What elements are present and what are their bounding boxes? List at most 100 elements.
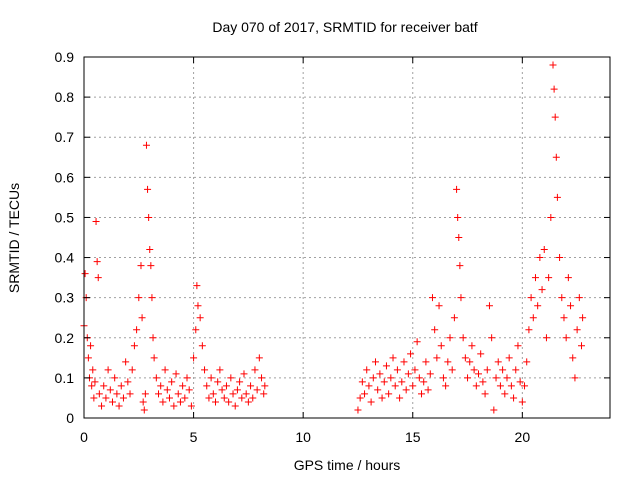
data-point [88,382,96,390]
data-point [553,193,561,201]
y-tick-label: 0 [66,410,74,426]
data-point [260,390,268,398]
data-point [499,366,507,374]
y-tick-label: 0.8 [55,89,75,105]
data-point [380,378,388,386]
data-point [365,382,373,390]
data-point [190,354,198,362]
data-point [510,394,518,402]
data-point [367,398,375,406]
data-point [203,382,211,390]
data-point [148,294,156,302]
data-point [84,354,92,362]
data-point [547,213,555,221]
data-point [485,302,493,310]
data-point [258,374,266,382]
data-point [81,270,89,278]
y-tick-label: 0.7 [55,129,75,145]
data-point [236,378,244,386]
data-point [385,390,393,398]
data-point [126,390,134,398]
data-point [251,366,259,374]
data-point [531,274,539,282]
data-point [444,358,452,366]
data-point [477,350,485,358]
data-point [128,366,136,374]
data-point [111,374,119,382]
data-point [512,366,520,374]
data-point [93,258,101,266]
x-tick-label: 15 [405,429,421,445]
data-point [407,350,415,358]
data-point [174,390,182,398]
data-point [550,85,558,93]
y-axis-label: SRMTID / TECUs [6,183,22,293]
data-point [435,302,443,310]
data-point [119,394,127,402]
data-point [147,262,155,270]
data-point [521,382,529,390]
data-point [551,113,559,121]
data-point [545,274,553,282]
data-point [466,358,474,366]
data-point [523,358,531,366]
x-axis-label: GPS time / hours [294,457,401,473]
data-point [552,153,560,161]
data-point [168,378,176,386]
data-point [382,362,390,370]
data-point [225,398,233,406]
data-point [378,394,386,402]
data-point [369,374,377,382]
data-points [80,61,587,414]
data-point [229,390,237,398]
data-point [470,366,478,374]
data-point [201,366,209,374]
data-point [448,366,456,374]
data-point [514,342,522,350]
data-point [141,390,149,398]
data-point [137,262,145,270]
data-point [113,390,121,398]
data-point [534,302,542,310]
data-point [193,282,201,290]
data-point [152,374,160,382]
data-point [490,406,498,414]
data-point [396,394,404,402]
data-point [138,314,146,322]
data-point [483,366,491,374]
data-point [439,374,447,382]
data-point [140,406,148,414]
data-point [149,334,157,342]
data-point [488,334,496,342]
data-point [418,390,426,398]
data-point [356,394,364,402]
data-point [209,390,217,398]
data-point [481,390,489,398]
data-point [540,246,548,254]
data-point [218,386,226,394]
data-point [181,394,189,402]
data-point [91,378,99,386]
data-point [558,294,566,302]
data-point [249,394,257,402]
data-point [468,342,476,350]
data-point [244,398,252,406]
data-point [562,334,570,342]
data-point [133,326,141,334]
y-tick-label: 0.5 [55,209,75,225]
data-point [253,386,261,394]
data-point [564,274,572,282]
data-point [220,394,228,402]
data-point [238,394,246,402]
data-point [233,386,241,394]
axis-ticks: 0 0.1 0.2 0.3 0.4 0.5 0.6 0.7 0.8 0.9 0 5 10 15 20 [55,49,610,445]
chart-title: Day 070 of 2017, SRMTID for receiver bat… [212,19,477,35]
data-point [569,354,577,362]
data-point [453,185,461,193]
data-point [516,378,524,386]
data-point [433,354,441,362]
data-point [409,382,417,390]
data-point [216,366,224,374]
data-point [371,358,379,366]
